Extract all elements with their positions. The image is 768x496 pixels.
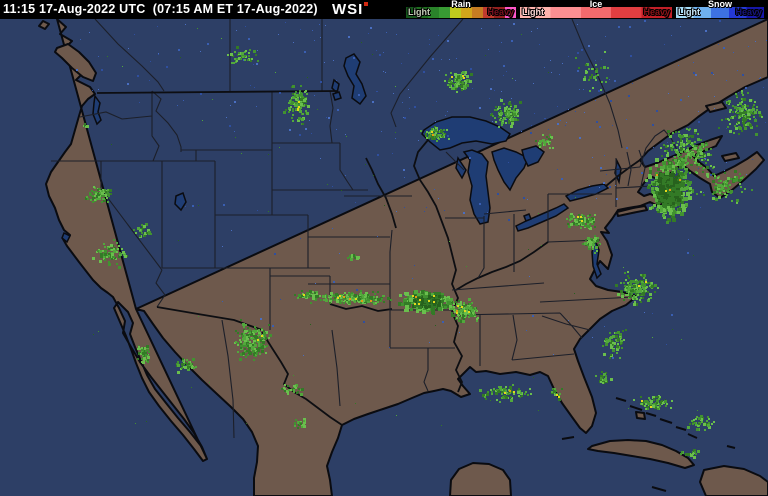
legend-rain: Rain Light Heavy [406,0,516,19]
missouri-river [365,157,397,229]
legend-rain-bar: Light Heavy [406,7,516,18]
legend-snow: Snow Light Heavy [676,0,764,19]
state-borders [51,19,682,439]
lake-of-the-woods [332,91,342,101]
prince-edward-island [721,152,740,162]
legend-snow-label: Snow [708,0,732,9]
st-lawrence-river [605,159,641,187]
lake-ontario [564,183,610,202]
red-river [329,303,393,312]
hispaniola [699,465,768,496]
rio-grande-river [261,331,343,426]
legend-snow-light: Light [678,7,700,17]
legend-rain-label: Rain [451,0,471,9]
radar-map [0,19,768,496]
legend-rain-light: Light [408,7,430,17]
yucatan [449,462,512,496]
legend-snow-bar: Light Heavy [676,7,764,18]
legend-ice-light: Light [522,7,544,17]
legend-ice-heavy: Heavy [643,7,670,17]
coastal-islet [38,20,50,30]
long-island [616,205,648,217]
legend-ice-label: Ice [589,0,603,9]
timestamp: 11:15 17-Aug-2022 UTC (07:15 AM ET 17-Au… [3,2,318,16]
precip-legend: Rain Light Heavy Ice Light Heavy Snow Li… [406,0,764,19]
lake-winnipeg [343,53,367,106]
chesapeake-bay [591,237,602,280]
lake-huron [491,147,529,192]
green-bay [455,156,467,180]
cuba [587,439,695,469]
lake-superior [421,116,511,151]
legend-ice: Ice Light Heavy [520,0,672,19]
legend-rain-heavy: Heavy [487,7,514,17]
lake-st-clair [523,213,532,222]
anticosti-island [705,101,727,113]
lake-michigan [462,149,491,225]
wsi-logo-text: WSI [332,1,364,18]
great-salt-lake [174,191,187,212]
legend-snow-heavy: Heavy [735,7,762,17]
andros-island [635,411,646,420]
small-lakes-speckle-layer [76,20,767,359]
country-borders [96,90,339,331]
mississippi-river [413,139,464,393]
legend-ice-bar: Light Heavy [520,7,672,18]
logo-degree-mark [364,2,369,6]
san-francisco-bay [61,231,72,244]
lake-erie [515,203,570,232]
radar-echo-layer [83,28,763,459]
georgian-bay [521,145,545,167]
puget-sound [92,94,102,126]
ohio-river [455,241,549,291]
header-bar: 11:15 17-Aug-2022 UTC (07:15 AM ET 17-Au… [0,0,768,19]
vancouver-island [54,43,97,82]
bahamas-and-keys [561,397,736,492]
wsi-logo: WSI [332,0,369,19]
